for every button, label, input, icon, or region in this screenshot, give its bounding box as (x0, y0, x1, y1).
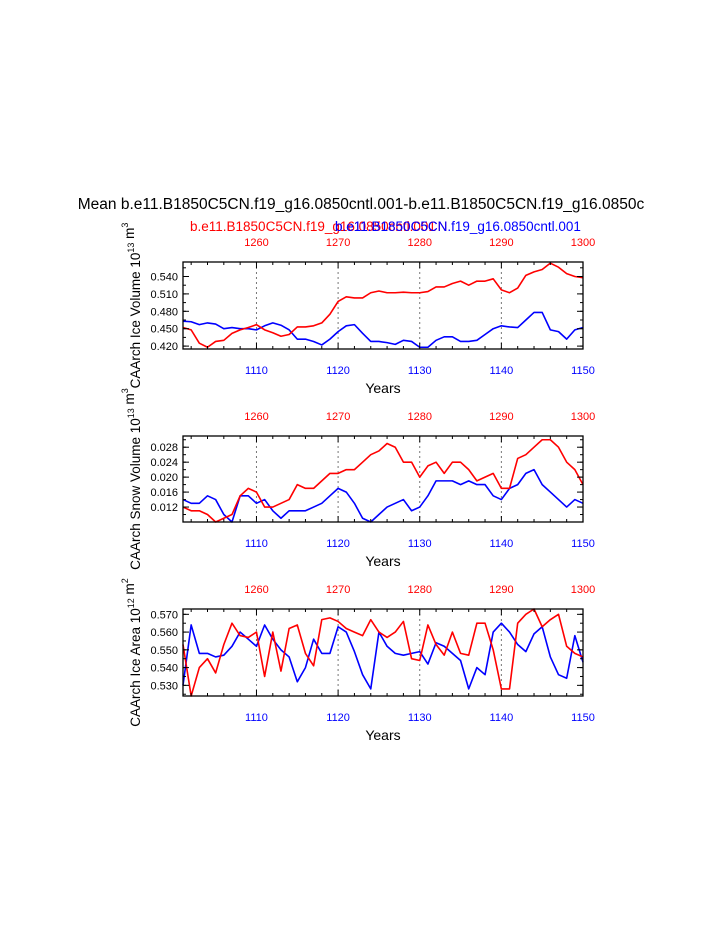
y-axis-label-part: 2 (120, 578, 130, 583)
y-tick-label: 0.450 (150, 324, 178, 336)
series-line-red (182, 608, 584, 697)
y-tick-label: 0.028 (150, 442, 178, 454)
figure-title: Mean b.e11.B1850C5CN.f19_g16.0850cntl.00… (78, 196, 645, 213)
x-bottom-tick-label: 1150 (571, 712, 595, 724)
x-bottom-tick-label: 1130 (408, 712, 432, 724)
series-line-red (182, 262, 584, 349)
y-tick-label: 0.530 (150, 680, 178, 692)
y-tick-label: 0.570 (150, 609, 178, 621)
y-tick-label: 0.012 (150, 502, 178, 514)
y-axis-label-part: 12 (126, 598, 136, 608)
series-line-blue (182, 468, 584, 523)
x-top-tick-label: 1290 (489, 237, 513, 249)
y-axis-label-part: CAArch Ice Volume 10 (128, 253, 143, 389)
x-top-tick-label: 1280 (407, 411, 431, 423)
y-tick-label: 0.540 (150, 272, 178, 284)
series-line-blue (182, 622, 584, 690)
y-axis-label: CAArch Ice Area 1012 m2 (120, 578, 143, 727)
y-tick-label: 0.510 (150, 289, 178, 301)
subtitle-red-case: b.e11.B1850C5CN.f19_g16.0850cntl.001 (190, 219, 436, 234)
y-tick-label: 0.024 (150, 457, 178, 469)
x-bottom-tick-label: 1130 (408, 538, 432, 550)
y-tick-label: 0.560 (150, 627, 178, 639)
y-tick-label: 0.020 (150, 472, 178, 484)
x-top-tick-label: 1260 (244, 411, 268, 423)
y-axis-label-part: CAArch Ice Area 10 (128, 608, 143, 727)
chart-panel-1: 0.420 0.450 0.480 0.510 0.540 1110 1120 1130 114… (120, 223, 595, 396)
x-bottom-tick-label: 1150 (571, 538, 595, 550)
x-axis-label: Years (365, 553, 400, 569)
x-bottom-tick-label: 1110 (245, 365, 268, 377)
y-tick-label: 0.540 (150, 663, 178, 675)
x-top-tick-label: 1290 (489, 584, 513, 596)
panels-group: 0.420 0.450 0.480 0.510 0.540 1110 1120 1130 114… (120, 223, 595, 743)
x-bottom-tick-label: 1110 (245, 538, 268, 550)
x-axis-label: Years (365, 727, 400, 743)
x-top-tick-label: 1260 (244, 237, 268, 249)
x-top-tick-label: 1300 (571, 411, 595, 423)
x-bottom-tick-label: 1120 (326, 538, 350, 550)
plot-frame (182, 435, 584, 523)
series-line-blue (182, 311, 584, 349)
y-axis-label-part: 3 (120, 223, 130, 228)
x-bottom-tick-label: 1150 (571, 365, 595, 377)
y-axis-label-part: m (122, 583, 137, 598)
y-axis-label-part: 13 (126, 243, 136, 253)
chart-panel-2: 0.012 0.016 0.020 0.024 0.028 1110 1120 1130 114… (120, 388, 595, 570)
x-bottom-tick-label: 1130 (408, 365, 432, 377)
y-axis-label-part: m (122, 393, 137, 408)
x-bottom-tick-label: 1120 (326, 712, 350, 724)
y-axis-label-part: 13 (126, 408, 136, 418)
subtitle-blue-case: b.e11.B1850C5CN.f19_g16.0850cntl.001 (335, 219, 581, 234)
x-bottom-tick-label: 1140 (490, 538, 514, 550)
x-top-tick-label: 1270 (326, 584, 350, 596)
y-tick-label: 0.550 (150, 645, 178, 657)
x-bottom-tick-label: 1140 (490, 365, 514, 377)
x-bottom-tick-label: 1110 (245, 712, 268, 724)
x-top-tick-label: 1260 (244, 584, 268, 596)
y-tick-label: 0.016 (150, 487, 178, 499)
x-top-tick-label: 1300 (571, 237, 595, 249)
x-axis-label: Years (365, 380, 400, 396)
y-axis-label-part: m (122, 228, 137, 243)
x-bottom-tick-label: 1140 (490, 712, 514, 724)
plot-frame (182, 608, 584, 697)
x-top-tick-label: 1270 (326, 411, 350, 423)
x-top-tick-label: 1270 (326, 237, 350, 249)
y-axis-label: CAArch Ice Volume 1013 m3 (120, 223, 143, 389)
y-axis-label-part: 3 (120, 388, 130, 393)
y-axis-label-part: CAArch Snow Volume 10 (128, 418, 143, 570)
y-tick-label: 0.480 (150, 306, 178, 318)
subtitle-overlap-case: b.e11.B1850C5CN (335, 219, 447, 234)
x-top-tick-label: 1280 (407, 584, 431, 596)
plot-frame (182, 261, 584, 350)
x-top-tick-label: 1290 (489, 411, 513, 423)
y-tick-label: 0.420 (150, 341, 178, 353)
series-line-red (182, 438, 584, 523)
y-axis-label: CAArch Snow Volume 1013 m3 (120, 388, 143, 570)
chart-panel-3: 0.530 0.540 0.550 0.560 0.570 1110 1120 1130 114… (120, 578, 595, 743)
x-top-tick-label: 1300 (571, 584, 595, 596)
x-top-tick-label: 1280 (407, 237, 431, 249)
x-bottom-tick-label: 1120 (326, 365, 350, 377)
